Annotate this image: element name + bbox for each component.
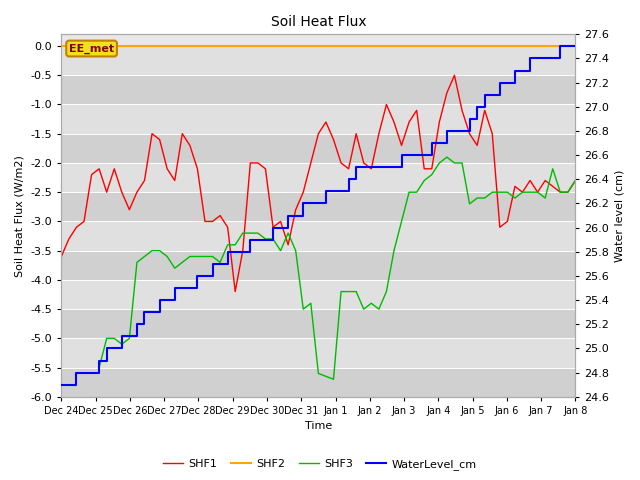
SHF3 [156,248,163,253]
WaterLevel_cm [95,358,103,363]
WaterLevel_cm [572,44,579,49]
Bar [61,280,575,309]
SHF3 [405,189,413,195]
Text: EE_met: EE_met [69,43,114,54]
WaterLevel_cm [353,164,360,170]
Bar [61,251,575,280]
SHF3 [337,288,345,294]
SHF1 [451,72,458,78]
SHF1 [572,178,579,183]
SHF1 [232,288,239,294]
SHF3 [572,178,579,183]
SHF1 [141,178,148,183]
Bar [61,134,575,163]
WaterLevel_cm [58,382,65,388]
Bar [61,368,575,397]
SHF1 [95,166,103,172]
Line: SHF1: SHF1 [61,75,575,291]
SHF3 [367,300,375,306]
Y-axis label: Soil Heat Flux (W/m2): Soil Heat Flux (W/m2) [15,155,25,276]
SHF3 [443,154,451,160]
WaterLevel_cm [556,44,564,49]
Bar [61,221,575,251]
WaterLevel_cm [156,297,163,303]
SHF3 [95,365,103,371]
WaterLevel_cm [224,249,232,255]
Line: SHF3: SHF3 [99,157,575,379]
SHF1 [156,137,163,143]
SHF1 [564,189,572,195]
Bar [61,309,575,338]
Bar [61,46,575,75]
WaterLevel_cm [564,44,572,49]
Bar [61,105,575,134]
SHF1 [58,253,65,259]
Bar [61,338,575,368]
Bar [61,192,575,221]
SHF3 [413,189,420,195]
Title: Soil Heat Flux: Soil Heat Flux [271,15,366,29]
SHF3 [292,248,300,253]
X-axis label: Time: Time [305,421,332,432]
Bar [61,75,575,105]
Line: WaterLevel_cm: WaterLevel_cm [61,47,575,385]
Legend: SHF1, SHF2, SHF3, WaterLevel_cm: SHF1, SHF2, SHF3, WaterLevel_cm [159,455,481,474]
SHF1 [466,131,474,137]
SHF3 [330,376,337,382]
SHF1 [360,160,367,166]
WaterLevel_cm [232,249,239,255]
Bar [61,163,575,192]
Y-axis label: Water level (cm): Water level (cm) [615,169,625,262]
